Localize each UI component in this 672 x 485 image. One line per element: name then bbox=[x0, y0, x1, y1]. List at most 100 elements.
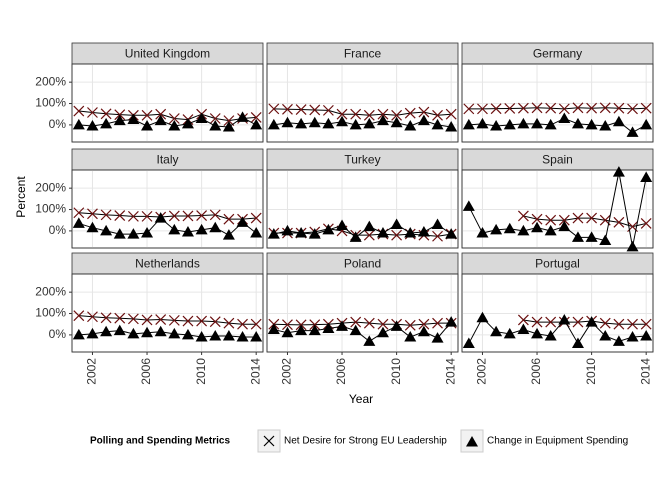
triangle-marker bbox=[626, 126, 639, 137]
triangle-marker bbox=[462, 200, 475, 211]
panel-border bbox=[71, 63, 264, 143]
triangle-marker bbox=[476, 117, 489, 129]
x-marker bbox=[517, 314, 529, 326]
x-marker bbox=[250, 112, 262, 123]
triangle-marker bbox=[363, 335, 376, 346]
triangle-marker bbox=[640, 329, 653, 341]
x-marker bbox=[168, 210, 180, 222]
triangle-marker bbox=[349, 118, 362, 130]
triangle-marker bbox=[349, 231, 362, 242]
x-marker bbox=[87, 208, 98, 220]
triangle-marker bbox=[571, 117, 584, 129]
triangle-marker bbox=[236, 216, 249, 227]
x-marker bbox=[418, 106, 430, 118]
triangle-marker bbox=[531, 327, 544, 339]
triangle-marker bbox=[544, 118, 557, 130]
triangle-marker bbox=[517, 323, 530, 335]
triangle-marker bbox=[376, 326, 389, 338]
x-marker bbox=[477, 103, 488, 115]
x-marker bbox=[558, 103, 570, 115]
triangle-marker bbox=[404, 227, 417, 238]
triangle-marker bbox=[544, 329, 557, 341]
x-marker bbox=[209, 209, 221, 221]
triangle-marker bbox=[322, 322, 335, 333]
triangle-marker bbox=[476, 227, 489, 238]
panel bbox=[461, 273, 654, 353]
x-marker bbox=[363, 229, 375, 241]
x-marker bbox=[155, 314, 167, 325]
panel-title: Portugal bbox=[535, 257, 580, 271]
triangle-marker bbox=[599, 119, 612, 131]
panel-border bbox=[461, 169, 654, 249]
x-marker bbox=[640, 318, 652, 330]
x-tick-label: 2010 bbox=[194, 358, 208, 385]
triangle-marker bbox=[127, 327, 140, 339]
triangle-marker bbox=[209, 119, 222, 131]
triangle-marker bbox=[599, 329, 612, 341]
panel-title: United Kingdom bbox=[125, 47, 210, 61]
panel-border bbox=[71, 273, 264, 353]
x-marker bbox=[87, 107, 98, 118]
triangle-marker bbox=[476, 311, 489, 323]
triangle-marker bbox=[267, 323, 280, 335]
x-marker bbox=[87, 311, 98, 323]
x-marker bbox=[182, 210, 194, 222]
x-marker bbox=[100, 209, 112, 221]
triangle-marker bbox=[281, 224, 294, 236]
x-marker bbox=[599, 102, 611, 114]
panel-title: Netherlands bbox=[135, 257, 200, 271]
y-tick-label: 0% bbox=[49, 327, 67, 341]
triangle-marker bbox=[209, 221, 222, 233]
y-tick-label: 100% bbox=[35, 202, 66, 216]
triangle-marker bbox=[336, 320, 349, 331]
x-marker bbox=[531, 316, 543, 328]
triangle-marker bbox=[626, 331, 639, 342]
panel-border bbox=[461, 273, 654, 353]
x-marker bbox=[155, 108, 167, 120]
x-marker bbox=[404, 107, 416, 119]
triangle-marker bbox=[503, 327, 516, 339]
x-marker bbox=[640, 218, 652, 229]
x-marker bbox=[504, 103, 516, 114]
x-marker bbox=[572, 102, 584, 114]
x-tick-label: 2002 bbox=[280, 358, 294, 385]
triangle-marker bbox=[571, 337, 584, 348]
series-line bbox=[523, 319, 647, 325]
x-tick-label: 2006 bbox=[529, 358, 543, 385]
x-marker bbox=[237, 318, 248, 330]
triangle-marker bbox=[154, 325, 167, 337]
triangle-marker bbox=[571, 231, 584, 242]
x-marker bbox=[517, 102, 529, 114]
x-marker bbox=[558, 214, 570, 226]
triangle-marker bbox=[322, 223, 335, 235]
x-marker bbox=[309, 104, 321, 116]
triangle-marker bbox=[390, 218, 403, 229]
x-tick-label: 2014 bbox=[248, 358, 262, 385]
x-marker bbox=[463, 103, 475, 115]
x-marker bbox=[531, 213, 543, 225]
triangle-marker bbox=[640, 171, 653, 182]
x-marker bbox=[391, 229, 403, 241]
x-marker bbox=[127, 210, 139, 222]
triangle-marker bbox=[417, 325, 430, 337]
triangle-marker bbox=[86, 119, 99, 131]
x-marker bbox=[572, 316, 584, 328]
triangle-marker bbox=[181, 117, 194, 129]
x-marker bbox=[350, 316, 362, 328]
panel bbox=[266, 273, 459, 353]
panel-border bbox=[266, 169, 459, 249]
legend-title: Polling and Spending Metrics bbox=[90, 436, 230, 447]
x-marker bbox=[73, 207, 85, 219]
triangle-marker bbox=[322, 117, 335, 129]
x-marker bbox=[445, 108, 457, 120]
triangle-marker bbox=[250, 331, 263, 342]
triangle-marker bbox=[168, 119, 181, 131]
x-marker bbox=[404, 319, 416, 331]
triangle-marker bbox=[466, 436, 478, 447]
triangle-marker bbox=[517, 224, 530, 236]
x-marker bbox=[350, 108, 362, 120]
series-line bbox=[273, 321, 452, 326]
x-marker bbox=[432, 317, 443, 329]
triangle-marker bbox=[558, 313, 571, 325]
x-axis-label: Year bbox=[349, 392, 373, 406]
